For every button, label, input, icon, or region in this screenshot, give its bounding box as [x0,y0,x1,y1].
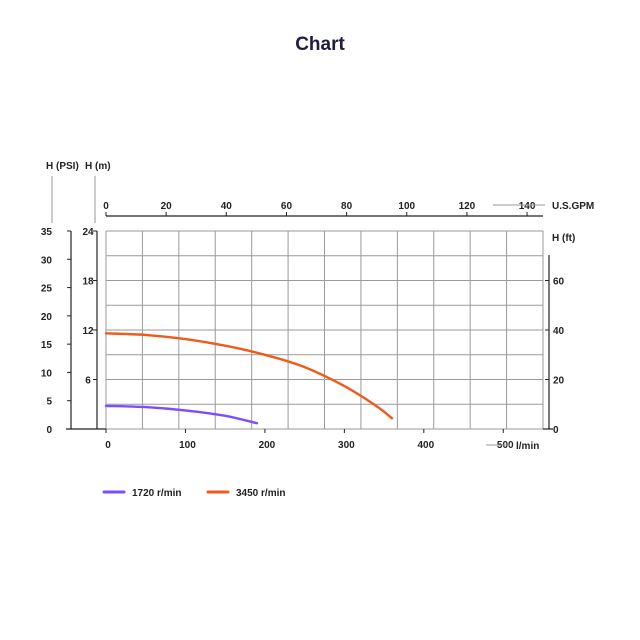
y-tick-label-psi: 25 [41,284,53,295]
y-axis-label-m: H (m) [85,161,111,172]
y-tick-label-m: 18 [82,277,94,288]
y-tick-label-psi: 0 [46,425,52,436]
y-tick-label-ft: 0 [553,425,559,436]
x-tick-label-top: 120 [459,201,476,212]
x-axis-label-top: U.S.GPM [552,201,594,212]
y-tick-label-m: 6 [85,376,91,387]
y-tick-label-m: 12 [82,326,94,337]
y-tick-label-psi: 30 [41,255,53,266]
x-tick-label-top: 100 [398,201,415,212]
axes: 0 100 200 300 400 5 0 0 l/min 0 20 40 60 80 100 120 140 U… [41,161,594,452]
x-tick-label-bottom: 300 [338,440,355,451]
x-tick-label-top: 80 [341,201,353,212]
y-tick-label-psi: 20 [41,312,53,323]
legend-label-2: 3450 r/min [236,488,285,499]
y-tick-label-psi: 5 [46,397,52,408]
y-tick-label-psi: 35 [41,227,53,238]
y-tick-label-ft: 20 [553,376,565,387]
chart-title: Chart [295,34,345,55]
x-tick-label-bottom: 200 [259,440,276,451]
x-tick-label-top: 40 [221,201,233,212]
x-tick-label-bottom: 400 [417,440,434,451]
y-axis-label-psi: H (PSI) [46,161,79,172]
legend: 1720 r/min 3450 r/min [102,488,285,499]
series-line-2 [104,332,394,420]
y-tick-label-ft: 40 [553,326,565,337]
y-tick-label-m: 24 [82,227,94,238]
grid [105,230,544,430]
x-tick-label-top: 60 [281,201,293,212]
y-tick-label-psi: 15 [41,340,53,351]
x-tick-label-top: 140 [519,201,536,212]
x-tick-label-top: 20 [161,201,173,212]
legend-label-1: 1720 r/min [132,488,181,499]
y-tick-label-psi: 10 [41,368,53,379]
x-tick-label-bottom: 100 [179,440,196,451]
series-line-1 [104,404,259,425]
y-axis-label-ft: H (ft) [552,233,575,244]
y-tick-label-ft: 60 [553,277,565,288]
x-axis-label-bottom: l/min [516,441,539,452]
series-lines [104,332,394,425]
x-tick-label-bottom: 0 [105,440,111,451]
x-tick-label-top: 0 [103,201,109,212]
